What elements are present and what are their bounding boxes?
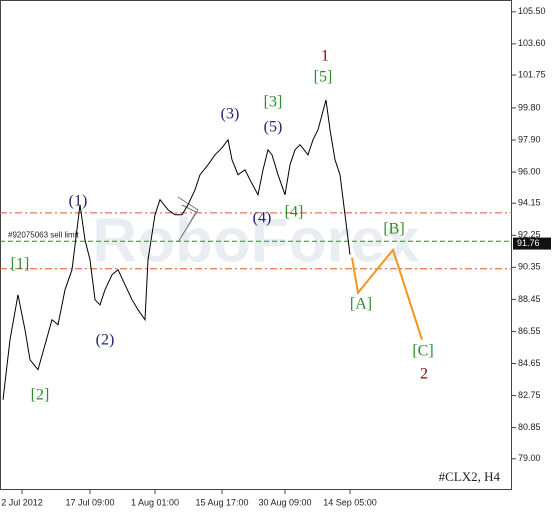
y-tick-label: 94.15 [518, 198, 541, 208]
y-tick-label: 82.75 [518, 390, 541, 400]
y-tick-label: 97.90 [518, 134, 541, 144]
x-tick-label: 1 Aug 01:00 [131, 497, 179, 507]
y-tick-label: 79.00 [518, 453, 541, 463]
y-tick-label: 99.80 [518, 102, 541, 112]
wave-label: (2) [96, 332, 115, 349]
price-line [2, 99, 351, 400]
last-price-label: 91.76 [517, 238, 540, 248]
wave-label: [A] [350, 296, 372, 313]
wave-label: (1) [69, 193, 88, 210]
forecast-line [351, 247, 423, 341]
wave-label: [3] [264, 94, 283, 111]
y-tick-label: 103.60 [518, 38, 546, 48]
wave-label: [4] [285, 204, 304, 221]
x-tick-label: 15 Aug 17:00 [195, 497, 248, 507]
y-tick-label: 92.25 [518, 230, 541, 240]
x-tick-label: 17 Jul 09:00 [65, 497, 114, 507]
order-label: #92075063 sell limit [8, 230, 79, 239]
y-tick-label: 105.50 [518, 6, 546, 16]
y-tick-label: 88.45 [518, 294, 541, 304]
wave-label: [1] [11, 256, 30, 273]
wave-label: (5) [264, 119, 283, 136]
y-tick-label: 96.00 [518, 166, 541, 176]
wave-label: [B] [383, 221, 404, 238]
wave-label: [C] [412, 343, 433, 360]
y-tick-label: 80.85 [518, 422, 541, 432]
y-tick-label: 84.65 [518, 358, 541, 368]
wave-label: (4) [253, 210, 272, 227]
y-tick-label: 101.75 [518, 69, 546, 79]
x-tick-label: 30 Aug 09:00 [258, 497, 311, 507]
wave-label: (3) [221, 106, 240, 123]
y-tick-label: 86.55 [518, 326, 541, 336]
wave-label: 2 [420, 366, 428, 383]
symbol-label: #CLX2, H4 [439, 469, 501, 484]
x-tick-label: 2 Jul 2012 [1, 497, 43, 507]
wave-label: [5] [314, 69, 333, 86]
y-tick-label: 90.35 [518, 262, 541, 272]
wave-label: [2] [31, 387, 50, 404]
plot-frame [0, 0, 512, 490]
wave-label: 1 [321, 48, 329, 65]
last-price-box [513, 237, 551, 250]
x-tick-label: 14 Sep 05:00 [323, 497, 377, 507]
